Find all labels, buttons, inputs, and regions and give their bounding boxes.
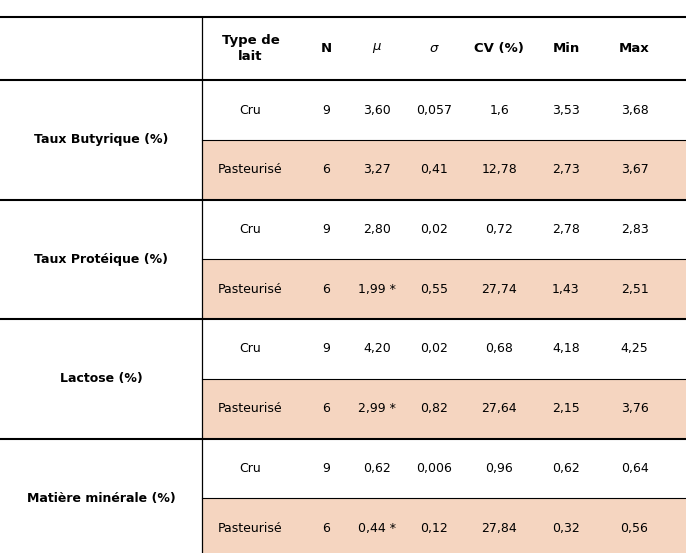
Text: Pasteurisé: Pasteurisé [218, 283, 283, 296]
Text: 4,18: 4,18 [552, 342, 580, 356]
Bar [0, 11, 686, 80]
Text: $\mu$: $\mu$ [372, 41, 382, 55]
Text: 0,55: 0,55 [420, 283, 448, 296]
Bar [202, 200, 686, 259]
Bar [202, 379, 686, 439]
Bar [202, 439, 686, 498]
Text: Cru: Cru [239, 223, 261, 236]
Text: 0,64: 0,64 [621, 462, 648, 475]
Text: 2,15: 2,15 [552, 402, 580, 415]
Text: Cru: Cru [239, 462, 261, 475]
Bar [0, 80, 202, 140]
Bar [0, 498, 202, 553]
Text: Lactose (%): Lactose (%) [60, 372, 143, 385]
Text: 0,41: 0,41 [420, 163, 448, 176]
Text: 0,62: 0,62 [552, 462, 580, 475]
Text: 0,68: 0,68 [485, 342, 513, 356]
Text: 2,51: 2,51 [621, 283, 648, 296]
Bar [202, 498, 686, 553]
Text: 4,20: 4,20 [364, 342, 391, 356]
Text: 0,62: 0,62 [364, 462, 391, 475]
Text: 0,44 *: 0,44 * [358, 521, 397, 535]
Text: $\sigma$: $\sigma$ [429, 42, 439, 55]
Bar [0, 200, 202, 259]
Bar [202, 80, 686, 140]
Bar [0, 439, 202, 498]
Text: 0,72: 0,72 [485, 223, 513, 236]
Text: Pasteurisé: Pasteurisé [218, 402, 283, 415]
Text: 2,73: 2,73 [552, 163, 580, 176]
Bar [202, 319, 686, 379]
Bar [0, 140, 202, 200]
Text: 27,64: 27,64 [482, 402, 517, 415]
Text: 6: 6 [322, 283, 330, 296]
Text: 0,02: 0,02 [420, 223, 448, 236]
Text: 9: 9 [322, 223, 330, 236]
Bar [0, 379, 202, 439]
Text: 2,78: 2,78 [552, 223, 580, 236]
Text: 3,67: 3,67 [621, 163, 648, 176]
Text: 0,82: 0,82 [420, 402, 448, 415]
Text: N: N [320, 42, 331, 55]
Bar [0, 259, 202, 319]
Text: Matière minérale (%): Matière minérale (%) [27, 492, 176, 505]
Text: 0,12: 0,12 [420, 521, 448, 535]
Text: Pasteurisé: Pasteurisé [218, 521, 283, 535]
Text: Cru: Cru [239, 342, 261, 356]
Text: 27,74: 27,74 [481, 283, 517, 296]
Text: 1,99 *: 1,99 * [358, 283, 397, 296]
Text: Type de
lait: Type de lait [222, 34, 279, 63]
Text: Pasteurisé: Pasteurisé [218, 163, 283, 176]
Text: 4,25: 4,25 [621, 342, 648, 356]
Text: 9: 9 [322, 342, 330, 356]
Text: CV (%): CV (%) [474, 42, 524, 55]
Text: 2,99 *: 2,99 * [358, 402, 397, 415]
Text: 12,78: 12,78 [481, 163, 517, 176]
Text: 6: 6 [322, 521, 330, 535]
Text: 1,43: 1,43 [552, 283, 580, 296]
Text: 0,057: 0,057 [416, 103, 452, 117]
Bar [0, 319, 202, 379]
Text: 0,02: 0,02 [420, 342, 448, 356]
Bar [202, 140, 686, 200]
Text: 3,53: 3,53 [552, 103, 580, 117]
Text: 3,68: 3,68 [621, 103, 648, 117]
Text: 3,27: 3,27 [364, 163, 391, 176]
Text: 0,006: 0,006 [416, 462, 452, 475]
Text: Max: Max [619, 42, 650, 55]
Text: 3,76: 3,76 [621, 402, 648, 415]
Text: 6: 6 [322, 402, 330, 415]
Text: 9: 9 [322, 103, 330, 117]
Text: 6: 6 [322, 163, 330, 176]
Text: 2,80: 2,80 [364, 223, 391, 236]
Text: Taux Butyrique (%): Taux Butyrique (%) [34, 133, 168, 147]
Text: 9: 9 [322, 462, 330, 475]
Bar [202, 259, 686, 319]
Text: 0,56: 0,56 [621, 521, 648, 535]
Text: Taux Protéique (%): Taux Protéique (%) [34, 253, 168, 266]
Text: 1,6: 1,6 [489, 103, 509, 117]
Text: 2,83: 2,83 [621, 223, 648, 236]
Text: Min: Min [552, 42, 580, 55]
Text: 0,32: 0,32 [552, 521, 580, 535]
Text: Cru: Cru [239, 103, 261, 117]
Text: 3,60: 3,60 [364, 103, 391, 117]
Text: 27,84: 27,84 [481, 521, 517, 535]
Text: 0,96: 0,96 [485, 462, 513, 475]
